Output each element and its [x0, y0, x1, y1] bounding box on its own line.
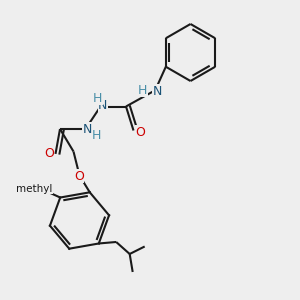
Text: O: O: [74, 169, 84, 183]
Text: N: N: [82, 123, 92, 136]
Text: H: H: [138, 83, 147, 97]
Text: H: H: [93, 92, 102, 105]
Text: H: H: [92, 128, 102, 142]
Text: N: N: [153, 85, 162, 98]
Text: N: N: [98, 99, 108, 112]
Text: O: O: [135, 125, 145, 139]
Text: methyl: methyl: [16, 184, 52, 194]
Text: O: O: [44, 147, 54, 160]
